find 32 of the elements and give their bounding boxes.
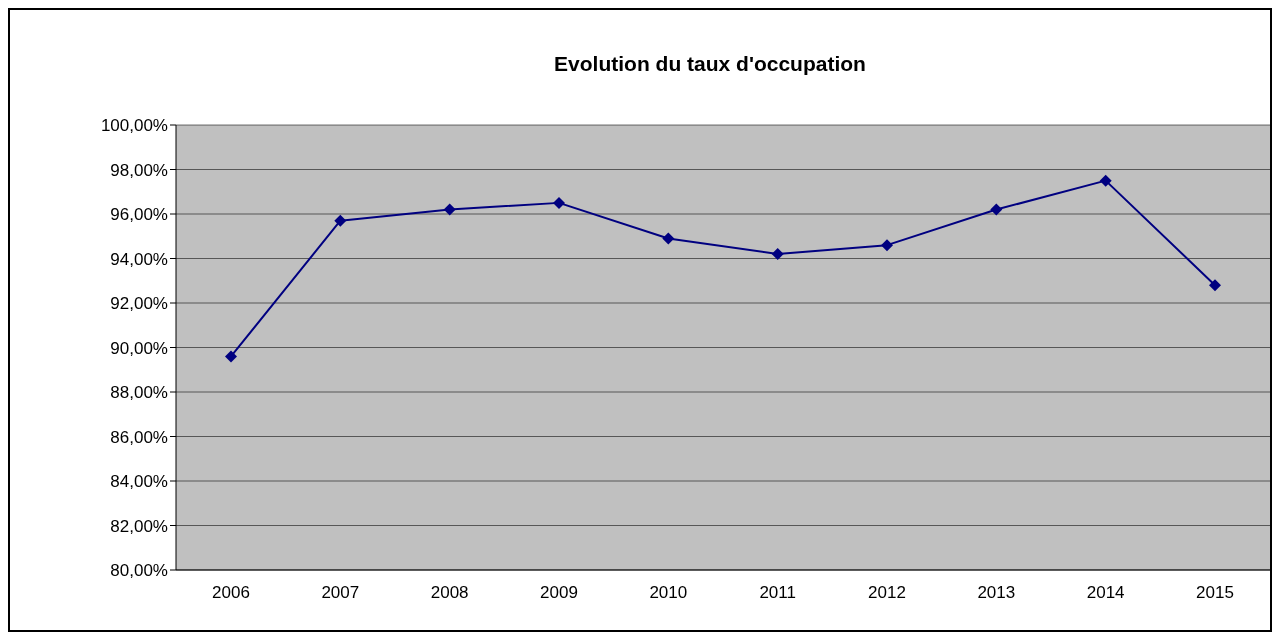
point [662,232,675,245]
x-tick-label: 2012 [868,583,906,603]
x-tick-label: 2011 [759,583,796,603]
y-tick-label: 90,00% [110,338,168,358]
y-tick-label: 88,00% [110,383,168,403]
x-tick-label: 2014 [1086,583,1125,603]
y-tick-label: 84,00% [110,472,168,492]
y-tick-label: 96,00% [110,205,168,225]
x-tick-label: 2008 [430,583,469,603]
y-tick-label: 94,00% [110,249,168,269]
y-tick-label: 98,00% [110,160,168,180]
point [334,214,347,227]
y-tick-label: 80,00% [110,561,168,581]
point [1099,174,1112,187]
point [553,196,565,209]
x-tick-label: 2009 [540,583,578,603]
y-tick-label: 82,00% [110,516,168,536]
x-tick-label: 2015 [1196,583,1234,603]
x-tick-label: 2010 [649,583,688,603]
point [990,203,1003,216]
point [881,239,893,252]
point [771,248,784,261]
x-tick-label: 2006 [212,583,250,603]
y-tick-label: 100,00% [100,116,168,136]
point [1209,279,1221,292]
chart-title: Evolution du taux d'occupation [553,52,867,76]
y-tick-label: 86,00% [110,427,168,447]
x-tick-label: 2007 [321,583,360,603]
point [225,350,237,363]
y-tick-label: 92,00% [110,294,168,314]
point [443,203,456,216]
x-tick-label: 2013 [977,583,1016,603]
